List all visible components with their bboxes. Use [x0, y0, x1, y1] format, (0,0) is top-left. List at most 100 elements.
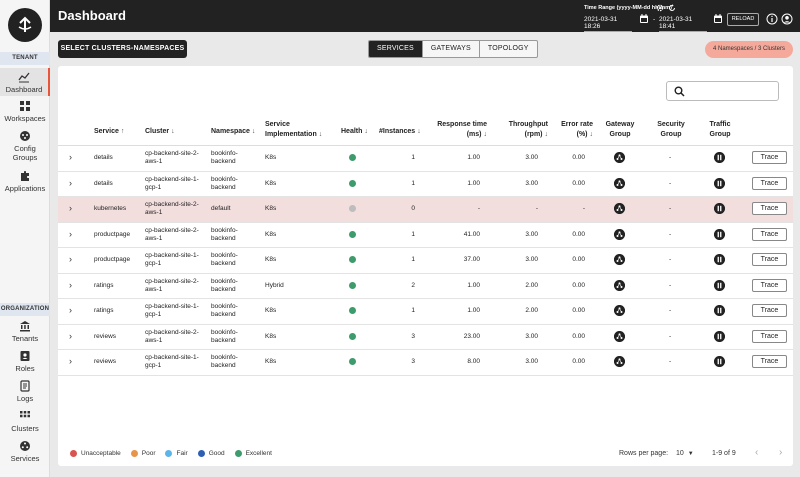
gateway-group-icon[interactable]: [614, 305, 625, 316]
table-row[interactable]: › kubernetes cp-backend-site-2- aws-1 defaul…: [58, 197, 793, 223]
traffic-group-icon[interactable]: [714, 330, 725, 342]
trace-button[interactable]: Trace: [752, 202, 787, 215]
traffic-group-icon[interactable]: [714, 305, 725, 316]
service-name: reviews: [94, 332, 117, 340]
col-header-instances[interactable]: #Instances ↓: [379, 128, 421, 135]
sidebar-item-label: Applications: [4, 184, 46, 193]
trace-button[interactable]: Trace: [752, 304, 787, 317]
gateway-group-icon[interactable]: [614, 254, 625, 265]
col-header-error-rate[interactable]: Error rate (%) ↓: [561, 121, 593, 138]
expand-chevron-icon[interactable]: ›: [69, 330, 72, 341]
calendar-icon[interactable]: [713, 14, 723, 24]
start-time-input[interactable]: 2021-03-31 18:26: [584, 16, 632, 32]
namespaces-clusters-badge[interactable]: 4 Namespaces / 3 Clusters: [705, 41, 793, 58]
col-header-response-time[interactable]: Response time (ms) ↓: [437, 121, 487, 138]
tenants-icon: [20, 321, 30, 332]
legend-dot: [165, 450, 173, 457]
trace-button[interactable]: Trace: [752, 227, 787, 241]
calendar-icon[interactable]: [639, 14, 649, 24]
traffic-group-icon[interactable]: [714, 152, 725, 163]
security-group: -: [669, 154, 672, 161]
table-row[interactable]: › ratings cp-backend-site-2- aws-1 bookinfo-…: [58, 274, 793, 299]
gateway-group-icon[interactable]: [614, 177, 625, 189]
gateway-group-icon[interactable]: [614, 330, 625, 342]
trace-button[interactable]: Trace: [752, 278, 787, 292]
table-row[interactable]: › ratings cp-backend-site-1- gcp-1 bookinfo-…: [58, 299, 793, 325]
table-row[interactable]: › details cp-backend-site-1- gcp-1 bookinfo-…: [58, 172, 793, 197]
table-row[interactable]: › reviews cp-backend-site-1- gcp-1 bookinfo-…: [58, 350, 793, 376]
traffic-group-icon[interactable]: [714, 228, 725, 240]
error-rate: 0.00: [572, 307, 585, 314]
table-row[interactable]: › reviews cp-backend-site-2- aws-1 bookinfo-…: [58, 325, 793, 350]
traffic-group-icon[interactable]: [714, 177, 725, 189]
sidebar-item-tenants[interactable]: Tenants: [0, 320, 50, 343]
response-time: 1.00: [467, 307, 480, 314]
expand-chevron-icon[interactable]: ›: [69, 177, 72, 188]
trace-button[interactable]: Trace: [752, 151, 787, 164]
next-page-icon[interactable]: ›: [779, 447, 783, 458]
sidebar-item-label: Roles: [15, 364, 35, 373]
error-rate: 0.00: [572, 332, 585, 340]
rows-per-page-select[interactable]: 10 ▼: [676, 450, 694, 457]
end-time-input[interactable]: 2021-03-31 18:41: [659, 16, 707, 32]
tab-topology[interactable]: TOPOLOGY: [487, 45, 529, 52]
search-input[interactable]: [666, 81, 779, 101]
col-header-service[interactable]: Service ↑: [94, 128, 125, 135]
legend-item-poor: Poor: [130, 450, 155, 457]
security-group: -: [669, 179, 672, 187]
service-implementation: K8s: [265, 256, 277, 263]
traffic-group-icon[interactable]: [714, 254, 725, 265]
expand-chevron-icon[interactable]: ›: [69, 152, 72, 162]
sidebar-item-clusters[interactable]: Clusters: [0, 410, 50, 433]
traffic-group-icon[interactable]: [714, 279, 725, 291]
expand-chevron-icon[interactable]: ›: [69, 279, 72, 290]
gateway-group-icon[interactable]: [614, 279, 625, 291]
col-header-namespace[interactable]: Namespace ↓: [211, 128, 256, 135]
service-name: ratings: [94, 281, 114, 289]
gateway-group-icon[interactable]: [614, 228, 625, 240]
info-icon[interactable]: [766, 13, 778, 25]
sidebar-item-config-groups[interactable]: Config Groups: [0, 130, 50, 162]
reload-button[interactable]: RELOAD: [727, 13, 759, 26]
expand-chevron-icon[interactable]: ›: [69, 305, 72, 315]
sidebar-item-services[interactable]: Services: [0, 440, 50, 463]
expand-chevron-icon[interactable]: ›: [69, 203, 72, 213]
gateway-group-icon[interactable]: [614, 356, 625, 367]
traffic-group-icon[interactable]: [714, 356, 725, 367]
col-header-throughput[interactable]: Throughput (rpm) ↓: [508, 121, 548, 138]
gateway-group-icon[interactable]: [614, 152, 625, 163]
traffic-group-icon[interactable]: [714, 203, 725, 214]
col-header-cluster[interactable]: Cluster ↓: [145, 128, 175, 135]
expand-chevron-icon[interactable]: ›: [69, 356, 72, 366]
trace-button[interactable]: Trace: [752, 253, 787, 266]
prev-page-icon[interactable]: ‹: [755, 447, 759, 458]
trace-button[interactable]: Trace: [752, 329, 787, 343]
gateway-group-icon[interactable]: [614, 203, 625, 214]
table-row[interactable]: › productpage cp-backend-site-1- gcp-1 booki…: [58, 248, 793, 274]
gear-icon[interactable]: [656, 4, 664, 12]
refresh-icon[interactable]: [668, 4, 676, 12]
col-header-service-implementation[interactable]: Service Implementation ↓: [265, 121, 323, 138]
app-logo-icon[interactable]: [8, 8, 42, 42]
account-icon[interactable]: [781, 13, 793, 25]
trace-button[interactable]: Trace: [752, 176, 787, 190]
tab-gateways[interactable]: GATEWAYS: [423, 41, 480, 57]
sidebar-item-applications[interactable]: Applications: [0, 170, 50, 193]
sidebar-item-logs[interactable]: Logs: [0, 380, 50, 403]
service-implementation: K8s: [265, 154, 277, 161]
sidebar-item-roles[interactable]: Roles: [0, 350, 50, 373]
col-header-health[interactable]: Health ↓: [341, 128, 368, 135]
table-row[interactable]: › productpage cp-backend-site-2- aws-1 booki…: [58, 223, 793, 248]
sidebar-item-label-line2: Groups: [12, 153, 38, 162]
expand-chevron-icon[interactable]: ›: [69, 254, 72, 264]
sidebar-item-workspaces[interactable]: Workspaces: [0, 100, 50, 123]
namespace-name: bookinfo-backend: [211, 328, 238, 344]
select-clusters-namespaces-button[interactable]: SELECT CLUSTERS-NAMESPACES: [58, 40, 187, 58]
sidebar-item-dashboard[interactable]: Dashboard: [0, 68, 50, 96]
tab-services[interactable]: SERVICES: [369, 41, 423, 57]
expand-chevron-icon[interactable]: ›: [69, 228, 72, 239]
table-row[interactable]: › details cp-backend-site-2- aws-1 bookinfo-…: [58, 146, 793, 172]
sidebar-item-label: Logs: [16, 394, 34, 403]
sidebar-item-label: Tenants: [11, 334, 39, 343]
trace-button[interactable]: Trace: [752, 355, 787, 368]
